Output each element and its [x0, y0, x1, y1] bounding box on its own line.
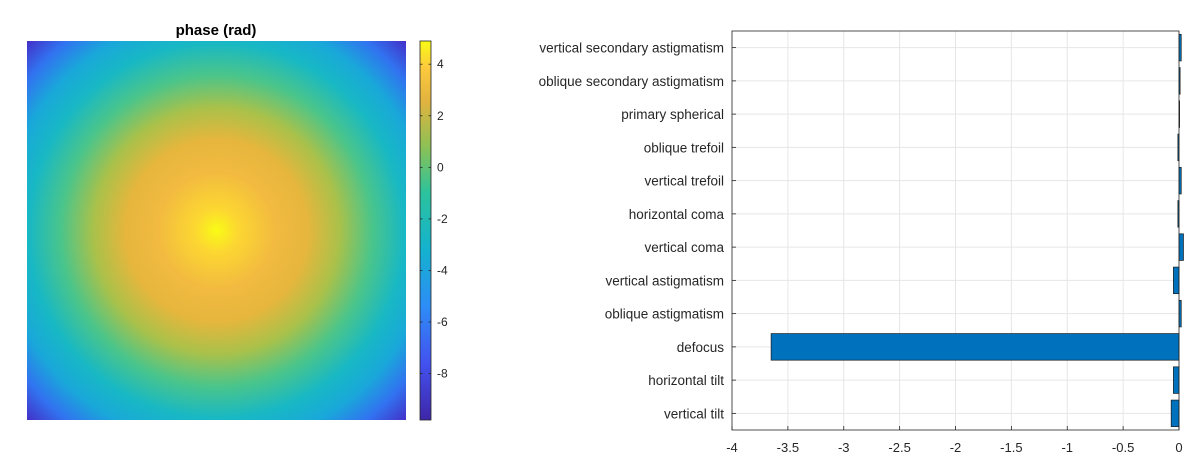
- bar: [1170, 399, 1180, 428]
- phase-map-image: [27, 41, 406, 420]
- phase-heatmap-svg: phase (rad) 4 2 0 -2 -4 -6 -8: [27, 22, 448, 421]
- heatmap-title: phase (rad): [176, 22, 257, 39]
- x-tick-label: -1.5: [1000, 440, 1022, 455]
- colorbar-tick-label: 4: [437, 57, 444, 71]
- colorbar: [419, 40, 432, 421]
- colorbar-ticks: 4 2 0 -2 -4 -6 -8: [420, 57, 448, 381]
- colorbar-tick-label: -8: [437, 367, 448, 381]
- bar-series: [770, 33, 1184, 428]
- y-tick-label: vertical astigmatism: [605, 273, 724, 288]
- zernike-bar-chart: vertical secondary astigmatism oblique se…: [539, 30, 1184, 455]
- phase-heatmap-panel: phase (rad) 4 2 0 -2 -4 -6 -8: [0, 0, 470, 471]
- x-tick-label: -3.5: [777, 440, 799, 455]
- bar: [770, 333, 1180, 361]
- y-tick-label: horizontal coma: [629, 207, 725, 222]
- colorbar-tick-label: -4: [437, 263, 448, 277]
- y-tick-label: defocus: [677, 340, 725, 355]
- bar: [1173, 266, 1180, 295]
- y-tick-label: vertical tilt: [664, 406, 724, 421]
- x-tick-label: -2: [950, 440, 962, 455]
- bar: [1178, 233, 1184, 261]
- y-tick-labels: vertical secondary astigmatism oblique se…: [539, 41, 725, 422]
- colorbar-tick-label: 0: [437, 160, 444, 174]
- y-tick-label: oblique secondary astigmatism: [539, 74, 724, 89]
- x-tick-labels: -4 -3.5 -3 -2.5 -2 -1.5 -1 -0.5 0: [726, 440, 1182, 455]
- zernike-bar-panel: vertical secondary astigmatism oblique se…: [470, 0, 1200, 471]
- plot-frame: [731, 30, 1180, 431]
- x-tick-label: -4: [726, 440, 738, 455]
- y-tick-label: horizontal tilt: [648, 373, 724, 388]
- x-tick-label: -3: [838, 440, 850, 455]
- y-tick-label: primary spherical: [621, 107, 724, 122]
- y-tick-label: vertical coma: [644, 240, 724, 255]
- bar: [1173, 366, 1180, 394]
- bar-grid: [731, 31, 1180, 430]
- x-tick-label: -1: [1061, 440, 1073, 455]
- x-tick-label: -2.5: [888, 440, 910, 455]
- colorbar-tick-label: -6: [437, 315, 448, 329]
- y-tick-label: vertical secondary astigmatism: [539, 41, 724, 56]
- x-tick-label: 0: [1175, 440, 1182, 455]
- y-tick-label: oblique trefoil: [644, 140, 724, 155]
- y-tick-label: vertical trefoil: [644, 174, 724, 189]
- x-tick-label: -0.5: [1112, 440, 1134, 455]
- colorbar-tick-label: 2: [437, 109, 444, 123]
- colorbar-tick-label: -2: [437, 212, 448, 226]
- y-tick-label: oblique astigmatism: [605, 307, 724, 322]
